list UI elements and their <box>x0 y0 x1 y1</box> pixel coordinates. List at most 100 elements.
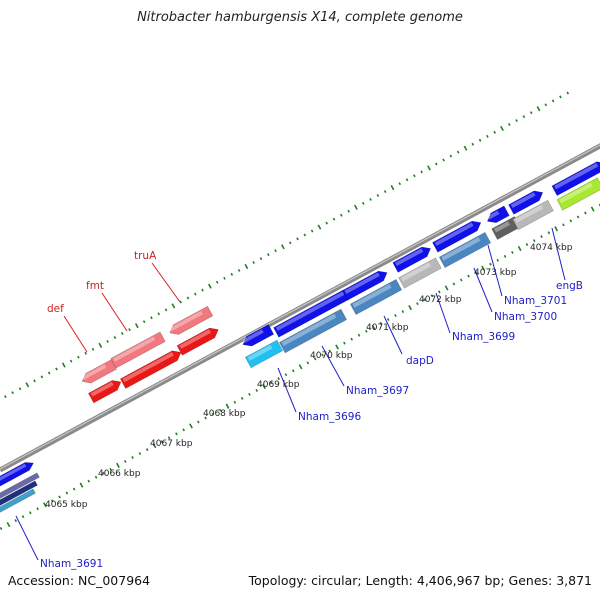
gene-block <box>486 205 510 224</box>
upper-tick <box>478 138 482 142</box>
leader-line <box>151 262 181 303</box>
upper-tick <box>274 249 277 253</box>
upper-tick <box>40 375 44 379</box>
lower-tick <box>284 373 288 377</box>
upper-tick <box>566 91 570 95</box>
upper-tick <box>150 316 153 320</box>
lower-tick <box>423 298 427 302</box>
lower-tick <box>43 502 47 508</box>
gene-block-body <box>0 488 36 516</box>
leader-line <box>63 315 88 353</box>
lower-tick <box>321 353 324 357</box>
gene-dapd-shine <box>352 284 392 308</box>
upper-tick <box>340 213 343 217</box>
lower-tick <box>160 440 164 444</box>
ruler-labels: 4065 kbp 4066 kbp 4067 kbp 4068 kbp 4069 kbp… <box>45 243 573 510</box>
lower-tick <box>371 324 376 330</box>
gene-label: Nham_3699 <box>452 331 515 343</box>
lower-tick <box>6 521 11 528</box>
gene-label: dapD <box>406 355 434 367</box>
lower-tick <box>145 448 149 452</box>
upper-tick <box>120 332 124 336</box>
gene-trua <box>169 305 214 335</box>
lower-tick <box>569 219 573 223</box>
gene-block-red-shine <box>90 381 114 397</box>
leader-line <box>15 515 39 561</box>
lower-tick <box>335 344 339 350</box>
upper-tick <box>237 268 241 272</box>
gene-nham3696 <box>244 339 284 369</box>
upper-tick <box>84 351 88 355</box>
gene-block-body <box>512 199 554 231</box>
lower-tick <box>204 416 207 420</box>
gene-nham3700 <box>438 231 492 269</box>
backbone-highlight <box>0 144 600 470</box>
gene-block-body <box>486 205 510 224</box>
gene-nham3696-shine <box>247 344 273 361</box>
upper-tick <box>193 292 197 296</box>
lower-tick <box>503 254 507 258</box>
lower-tick <box>481 265 486 271</box>
upper-tick <box>398 182 402 186</box>
gene-block-shine <box>554 163 599 190</box>
gene-labels: def fmt truA Nham_3691 Nham_3696 Nham_3697 dap… <box>40 250 583 570</box>
gene-block <box>508 190 544 215</box>
lower-tick <box>517 245 522 252</box>
upper-tick <box>47 371 51 375</box>
lower-tick <box>211 412 215 416</box>
lower-tick <box>123 459 127 463</box>
lower-tick <box>218 408 222 412</box>
lower-tick <box>525 243 529 247</box>
gene-dapd-body <box>349 278 403 316</box>
gene-block <box>0 488 36 516</box>
lower-tick <box>540 235 543 239</box>
gene-block <box>392 246 432 273</box>
upper-tick <box>179 300 182 304</box>
gene-block <box>512 199 554 231</box>
gene-block-red-shine <box>122 352 174 383</box>
lower-tick <box>138 452 142 456</box>
upper-tick <box>142 320 146 324</box>
gene-label: engB <box>556 280 583 292</box>
gene-block-shine <box>0 463 27 482</box>
upper-tick <box>508 123 511 126</box>
upper-tick <box>442 158 445 162</box>
gene-label: Nham_3700 <box>494 311 557 323</box>
lower-tick <box>430 294 434 298</box>
gene-block <box>432 220 482 253</box>
ruler-label: 4071 kbp <box>366 323 409 333</box>
lower-tick <box>547 231 551 235</box>
genome-backbone <box>0 143 600 473</box>
lower-tick <box>291 369 295 373</box>
gene-block-red-body <box>88 380 122 404</box>
lower-tick <box>489 262 492 266</box>
lower-tick <box>102 471 105 475</box>
upper-tick <box>515 119 518 123</box>
lower-tick <box>277 377 280 381</box>
gene-label: Nham_3701 <box>504 295 567 307</box>
gene-block-body <box>0 480 38 508</box>
lower-tick <box>511 250 514 254</box>
upper-tick <box>252 261 255 265</box>
upper-tick <box>522 115 526 119</box>
upper-tick <box>106 339 109 343</box>
upper-tick <box>171 303 176 309</box>
lower-tick <box>79 482 84 488</box>
leader-line <box>473 267 493 313</box>
gene-block-body <box>0 472 40 500</box>
leader-line <box>551 227 566 281</box>
leader-line <box>101 292 128 332</box>
leader-line <box>383 315 403 355</box>
lower-tick <box>459 278 463 282</box>
upper-tick <box>25 382 30 388</box>
gene-block <box>0 480 38 508</box>
gene-block-body <box>0 462 34 488</box>
lower-tick <box>36 507 39 511</box>
gene-nham3701-shine <box>493 221 511 233</box>
gene-nham3697 <box>278 308 348 354</box>
upper-tick <box>361 201 365 205</box>
ruler-label: 4067 kbp <box>150 439 193 449</box>
upper-tick <box>157 312 161 316</box>
lower-tick <box>584 211 587 215</box>
